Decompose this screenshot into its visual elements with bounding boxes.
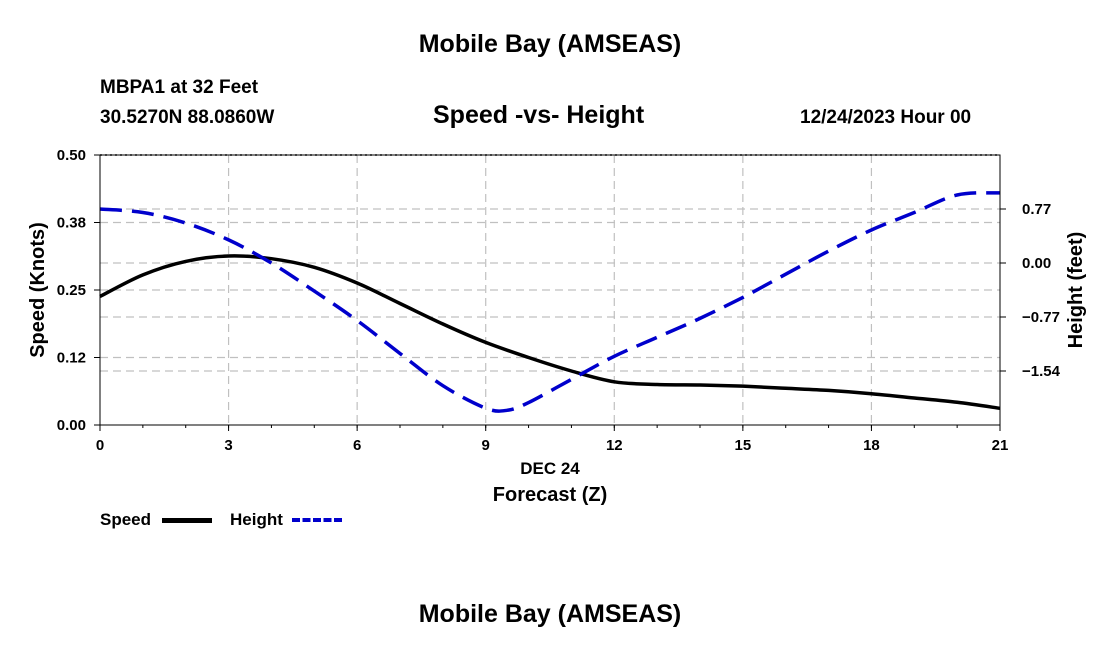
- chart-title: Speed -vs- Height: [433, 101, 645, 129]
- y-right-tick-label: 0.77: [1022, 201, 1051, 218]
- legend-speed-label: Speed: [100, 510, 152, 529]
- y-right-axis-title: Height (feet): [1065, 232, 1087, 349]
- legend-speed-swatch: [162, 518, 212, 523]
- y-axis-title: Speed (Knots): [27, 222, 49, 358]
- x-axis-date-label: DEC 24: [520, 459, 580, 478]
- y-tick-label: 0.12: [57, 350, 86, 367]
- y-tick-label: 0.25: [57, 282, 86, 299]
- y-right-tick-label: −1.54: [1022, 363, 1061, 380]
- chart-series: [99, 191, 1001, 413]
- speed-height-chart: 0 3 6 9 12 15 18 21 0.00 0.12 0.25 0.38 0.50 −1.54 −0.…: [27, 147, 1087, 506]
- x-tick-label: 18: [863, 437, 880, 454]
- x-tick-label: 6: [353, 437, 361, 454]
- footer-title: Mobile Bay (AMSEAS): [418, 600, 682, 628]
- legend-height-label: Height: [230, 510, 283, 529]
- page-title: Mobile Bay (AMSEAS): [418, 30, 682, 58]
- x-axis-title: Forecast (Z): [493, 484, 607, 506]
- x-tick-label: 21: [992, 437, 1009, 454]
- x-tick-label: 3: [224, 437, 232, 454]
- x-tick-label: 15: [735, 437, 752, 454]
- series-line-height: [99, 191, 1001, 413]
- y-tick-label: 0.38: [57, 215, 86, 232]
- chart-axes: 0 3 6 9 12 15 18 21 0.00 0.12 0.25 0.38 0.50 −1.54 −0.…: [57, 147, 1061, 454]
- station-coordinates: 30.5270N 88.0860W: [100, 107, 275, 128]
- station-name: MBPA1 at 32 Feet: [100, 77, 259, 98]
- x-tick-label: 12: [606, 437, 623, 454]
- y-tick-label: 0.50: [57, 147, 86, 164]
- y-right-tick-label: −0.77: [1022, 309, 1060, 326]
- chart-date: 12/24/2023 Hour 00: [800, 107, 972, 128]
- chart-grid: [100, 154, 1000, 425]
- legend-height-swatch: [292, 518, 342, 522]
- x-tick-label: 0: [96, 437, 104, 454]
- y-tick-label: 0.00: [57, 417, 86, 434]
- series-line-speed: [99, 254, 1001, 411]
- x-tick-label: 9: [482, 437, 490, 454]
- y-right-tick-label: 0.00: [1022, 255, 1051, 272]
